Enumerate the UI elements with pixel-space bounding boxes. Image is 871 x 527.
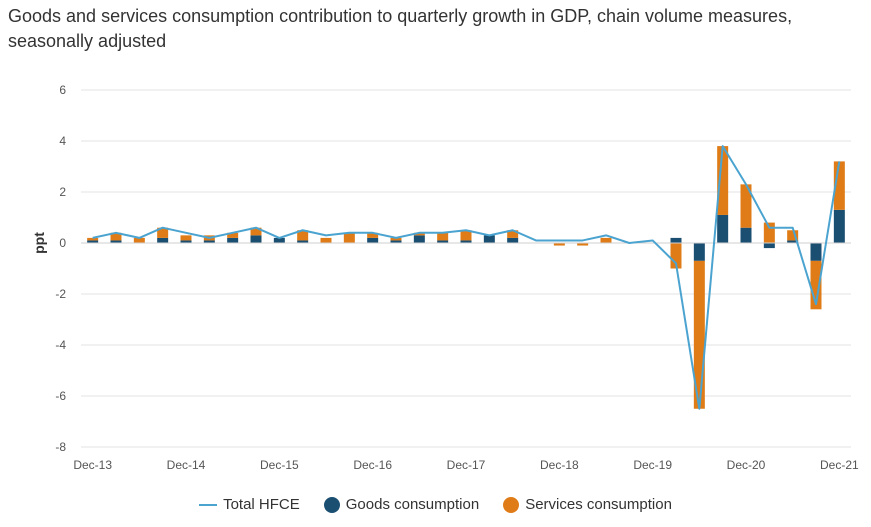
services-bar: [180, 235, 192, 241]
services-bar: [87, 237, 99, 241]
services-bar: [670, 243, 682, 269]
goods-bar: [390, 240, 402, 243]
goods-bar: [740, 227, 752, 243]
goods-bar: [250, 235, 262, 243]
legend-swatch-total-hfce: [199, 503, 218, 506]
y-tick-label: 0: [59, 236, 66, 250]
goods-bar: [717, 214, 729, 243]
services-bar: [297, 230, 309, 241]
x-tick-label: Dec-19: [633, 458, 672, 472]
goods-bar: [787, 240, 799, 243]
goods-bar: [157, 237, 169, 243]
legend-label-goods: Goods consumption: [345, 496, 480, 513]
goods-bar: [833, 209, 845, 243]
services-bar: [320, 237, 332, 243]
legend-label-services: Services consumption: [525, 496, 672, 513]
goods-bar: [483, 235, 495, 243]
services-bar: [343, 232, 355, 243]
legend-swatch-goods: [323, 496, 340, 513]
goods-bar: [367, 237, 379, 243]
goods-bar: [810, 243, 822, 261]
goods-bar: [180, 240, 192, 243]
services-bar: [577, 243, 589, 246]
services-bar: [133, 237, 145, 243]
y-tick-label: -8: [55, 440, 66, 454]
services-bar: [437, 232, 449, 241]
goods-bar: [273, 237, 285, 243]
services-bar: [553, 243, 565, 246]
services-bar: [740, 184, 752, 228]
y-tick-label: 2: [59, 185, 66, 199]
services-bar: [833, 161, 845, 210]
services-bar: [763, 222, 775, 243]
services-bar: [600, 237, 612, 243]
services-bar: [717, 146, 729, 215]
services-bar: [413, 232, 425, 236]
y-axis-label: ppt: [31, 232, 47, 254]
goods-bar: [203, 240, 215, 243]
legend-item-services[interactable]: Services consumption: [503, 496, 672, 513]
services-bar: [507, 230, 519, 238]
y-tick-label: -4: [55, 338, 66, 352]
services-bar: [250, 227, 262, 236]
goods-bar: [460, 240, 472, 243]
services-bar: [787, 230, 799, 241]
legend-swatch-services: [503, 496, 520, 513]
services-bar: [227, 232, 239, 238]
x-tick-label: Dec-18: [540, 458, 579, 472]
y-tick-label: 4: [59, 134, 66, 148]
goods-bar: [227, 237, 239, 243]
goods-bar: [693, 243, 705, 261]
services-bar: [110, 232, 122, 241]
legend-item-goods[interactable]: Goods consumption: [323, 496, 480, 513]
x-tick-label: Dec-15: [260, 458, 299, 472]
legend: Total HFCE Goods consumption Services co…: [0, 496, 871, 513]
goods-bar: [413, 235, 425, 243]
x-tick-label: Dec-14: [167, 458, 206, 472]
chart-title: Goods and services consumption contribut…: [8, 6, 793, 51]
services-bar: [390, 237, 402, 241]
legend-item-total-hfce[interactable]: Total HFCE: [199, 496, 300, 513]
services-bar: [367, 232, 379, 238]
legend-label-total-hfce: Total HFCE: [223, 496, 300, 513]
x-tick-label: Dec-20: [727, 458, 766, 472]
x-tick-label: Dec-16: [353, 458, 392, 472]
goods-bar: [670, 237, 682, 243]
x-tick-label: Dec-21: [820, 458, 859, 472]
goods-bar: [763, 243, 775, 249]
total-hfce-line: [92, 145, 841, 410]
goods-bar: [297, 240, 309, 243]
goods-bar: [437, 240, 449, 243]
goods-bar: [110, 240, 122, 243]
goods-bar: [87, 240, 99, 243]
y-tick-label: -6: [55, 389, 66, 403]
x-tick-label: Dec-17: [447, 458, 486, 472]
x-tick-label: Dec-13: [73, 458, 112, 472]
goods-bar: [507, 237, 519, 243]
y-tick-label: -2: [55, 287, 66, 301]
services-bar: [810, 260, 822, 310]
services-bar: [693, 260, 705, 409]
services-bar: [460, 230, 472, 241]
y-tick-label: 6: [59, 83, 66, 97]
services-bar: [157, 227, 169, 238]
